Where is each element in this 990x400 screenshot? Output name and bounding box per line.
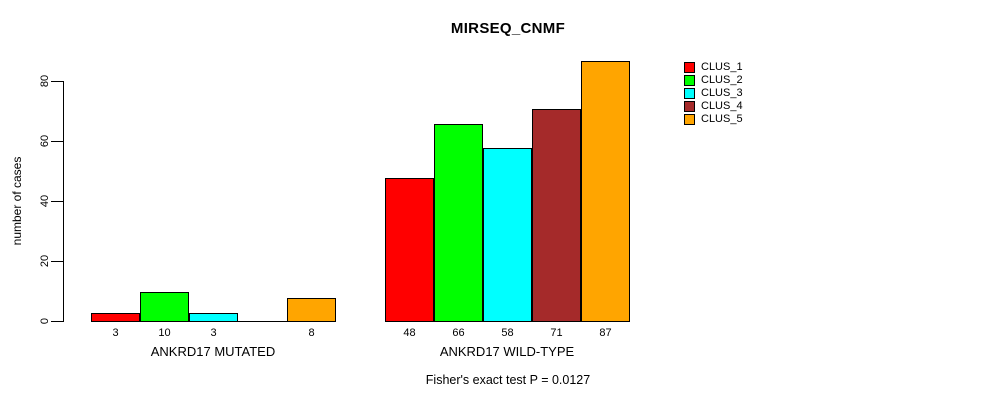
bar-clus-3-wild-type [483, 148, 532, 322]
bar-clus-5-wild-type [581, 61, 630, 322]
chart-title: MIRSEQ_CNMF [450, 20, 566, 37]
bar-value-label: 3 [112, 327, 119, 339]
y-axis-label: number of cases [10, 156, 24, 246]
y-axis-tick [51, 141, 63, 142]
bar-value-label: 8 [308, 327, 315, 339]
legend-swatch-clus-3 [684, 88, 695, 99]
y-axis-tick [51, 261, 63, 262]
legend-row: CLUS_4 [684, 100, 743, 113]
legend-swatch-clus-5 [684, 114, 695, 125]
bar-clus-5-mutated [287, 298, 336, 322]
legend-swatch-clus-2 [684, 75, 695, 86]
legend-swatch-clus-4 [684, 101, 695, 112]
bar-clus-2-wild-type [434, 124, 483, 322]
y-axis-tick-value: 0 [39, 317, 51, 325]
bar-value-label: 66 [452, 327, 465, 339]
y-axis-line [63, 81, 64, 322]
bar-value-label: 3 [210, 327, 217, 339]
bar-clus-4-mutated-zero [238, 321, 287, 322]
bar-clus-1-mutated [91, 313, 140, 322]
legend-label-clus-5: CLUS_5 [701, 113, 743, 125]
y-axis-tick-value: 80 [39, 74, 51, 88]
legend-swatch-clus-1 [684, 62, 695, 73]
x-group-label-wild-type: ANKRD17 WILD-TYPE [439, 344, 575, 359]
y-axis-tick [51, 81, 63, 82]
y-axis-tick [51, 201, 63, 202]
legend-label-clus-2: CLUS_2 [701, 74, 743, 86]
legend-row: CLUS_5 [684, 113, 743, 126]
bar-value-label: 48 [403, 327, 416, 339]
bar-value-label: 10 [158, 327, 171, 339]
bar-value-label: 87 [599, 327, 612, 339]
legend-row: CLUS_1 [684, 61, 743, 74]
bar-clus-3-mutated [189, 313, 238, 322]
fisher-test-annotation: Fisher's exact test P = 0.0127 [425, 373, 591, 387]
bar-value-label: 58 [501, 327, 514, 339]
bar-clus-2-mutated [140, 292, 189, 322]
legend-row: CLUS_2 [684, 74, 743, 87]
legend: CLUS_1 CLUS_2 CLUS_3 CLUS_4 CLUS_5 [684, 61, 743, 126]
y-axis-tick-value: 60 [39, 134, 51, 148]
legend-label-clus-1: CLUS_1 [701, 61, 743, 73]
y-axis-tick-value: 40 [39, 194, 51, 208]
legend-label-clus-3: CLUS_3 [701, 87, 743, 99]
legend-row: CLUS_3 [684, 87, 743, 100]
bar-value-label: 71 [550, 327, 563, 339]
bar-clus-1-wild-type [385, 178, 434, 322]
legend-label-clus-4: CLUS_4 [701, 100, 743, 112]
y-axis-tick-value: 20 [39, 254, 51, 268]
x-group-label-mutated: ANKRD17 MUTATED [150, 344, 276, 359]
bar-clus-4-wild-type [532, 109, 581, 322]
y-axis-tick [51, 321, 63, 322]
